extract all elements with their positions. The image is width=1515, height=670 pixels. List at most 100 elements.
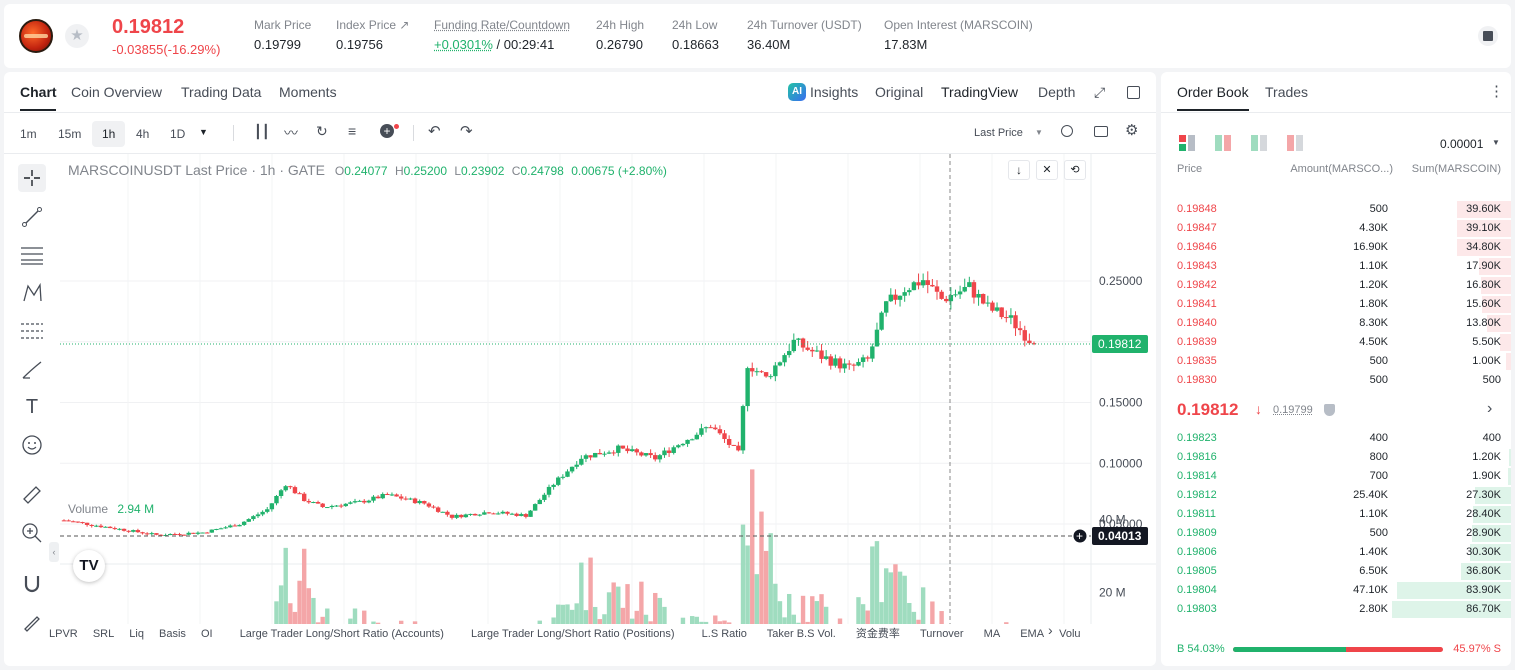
indicator-oi[interactable]: OI: [201, 628, 213, 640]
tab-coin-overview[interactable]: Coin Overview: [71, 84, 163, 100]
fib-tool-icon[interactable]: [18, 317, 46, 345]
ask-row[interactable]: 0.19842 1.20K 16.80K: [1161, 276, 1511, 295]
indicators-icon[interactable]: 〰: [284, 125, 298, 141]
ob-more-chevron-icon[interactable]: ›: [1487, 400, 1493, 417]
precision-chevron-icon[interactable]: ▼: [1492, 138, 1500, 147]
tab-trades[interactable]: Trades: [1265, 84, 1309, 100]
view-depth[interactable]: Depth: [1038, 84, 1076, 100]
ask-row[interactable]: 0.19848 500 39.60K: [1161, 200, 1511, 219]
interval-dropdown-icon[interactable]: ▼: [199, 127, 208, 137]
legend-collapse-button[interactable]: ✕: [1036, 160, 1058, 180]
bid-row[interactable]: 0.19803 2.80K 86.70K: [1161, 600, 1511, 619]
pencil-lock-tool-icon[interactable]: [18, 608, 46, 636]
indicator-ema[interactable]: EMA: [1020, 628, 1045, 640]
view-split-icon[interactable]: [1215, 135, 1231, 151]
interval-4h[interactable]: 4h: [136, 127, 150, 141]
indicator-ls-ratio[interactable]: L.S Ratio: [701, 628, 747, 640]
legend-reset-button[interactable]: ⟲: [1064, 160, 1086, 180]
ai-insights-icon[interactable]: AI: [788, 83, 806, 101]
price-type-select[interactable]: Last Price: [974, 127, 1023, 139]
view-both-icon[interactable]: [1179, 135, 1195, 151]
stat-mark-price: Mark Price 0.19799: [254, 18, 312, 52]
ask-row[interactable]: 0.19841 1.80K 15.60K: [1161, 295, 1511, 314]
candle-type-icon[interactable]: ┃┃: [254, 124, 270, 139]
indicator-turnover[interactable]: Turnover: [919, 628, 964, 640]
indicator-ls-accounts[interactable]: Large Trader Long/Short Ratio (Accounts): [239, 628, 444, 640]
indicator-lpvr[interactable]: LPVR: [49, 628, 78, 640]
bid-row[interactable]: 0.19804 47.10K 83.90K: [1161, 581, 1511, 600]
notes-icon[interactable]: [1478, 26, 1498, 46]
indicator-srl[interactable]: SRL: [92, 628, 115, 640]
indicator-liq[interactable]: Liq: [129, 628, 144, 640]
interval-1h[interactable]: 1h: [92, 121, 126, 147]
favorite-star-icon[interactable]: ★: [65, 24, 89, 48]
magnet-tool-icon[interactable]: [18, 569, 46, 597]
tab-moments[interactable]: Moments: [279, 84, 337, 100]
add-alert-icon[interactable]: +: [380, 124, 394, 138]
bid-row[interactable]: 0.19812 25.40K 27.30K: [1161, 486, 1511, 505]
precision-select[interactable]: 0.00001: [1440, 137, 1484, 151]
zoom-in-tool-icon[interactable]: [18, 519, 46, 547]
camera-icon[interactable]: [1094, 126, 1108, 137]
indicator-ls-positions[interactable]: Large Trader Long/Short Ratio (Positions…: [470, 628, 675, 640]
collapse-sidebar-icon[interactable]: ‹: [49, 542, 59, 562]
view-bids-icon[interactable]: [1251, 135, 1267, 151]
ask-row[interactable]: 0.19843 1.10K 17.90K: [1161, 257, 1511, 276]
interval-1m[interactable]: 1m: [20, 127, 37, 141]
ask-sum: 34.80K: [1466, 241, 1501, 253]
replay-icon[interactable]: ↻: [316, 123, 328, 139]
stat-index-price[interactable]: Index Price ↗ 0.19756: [336, 18, 410, 52]
indicator-taker-vol[interactable]: Taker B.S Vol.: [766, 628, 836, 640]
price-chart[interactable]: 0.250000.200000.150000.100000.050000.198…: [4, 154, 1156, 624]
text-tool-icon[interactable]: T: [25, 395, 39, 418]
candle-body: [565, 471, 570, 477]
undo-icon[interactable]: ↶: [428, 123, 441, 140]
indicator-volume[interactable]: Volu: [1059, 628, 1081, 640]
bid-row[interactable]: 0.19814 700 1.90K: [1161, 467, 1511, 486]
settings-gear-icon[interactable]: ⚙: [1125, 122, 1139, 139]
tab-order-book[interactable]: Order Book: [1177, 84, 1249, 100]
bid-row[interactable]: 0.19816 800 1.20K: [1161, 448, 1511, 467]
indicator-basis[interactable]: Basis: [159, 628, 186, 640]
trend-line-tool-icon[interactable]: [18, 203, 46, 231]
bid-row[interactable]: 0.19805 6.50K 36.80K: [1161, 562, 1511, 581]
bid-row[interactable]: 0.19806 1.40K 30.30K: [1161, 543, 1511, 562]
bid-row[interactable]: 0.19811 1.10K 28.40K: [1161, 505, 1511, 524]
pattern-tool-icon[interactable]: [18, 279, 46, 307]
ruler-tool-icon[interactable]: [18, 481, 46, 509]
price-type-chevron-icon[interactable]: ▼: [1035, 128, 1043, 137]
redo-icon[interactable]: ↷: [460, 123, 473, 140]
bid-row[interactable]: 0.19809 500 28.90K: [1161, 524, 1511, 543]
ask-row[interactable]: 0.19839 4.50K 5.50K: [1161, 333, 1511, 352]
ask-row[interactable]: 0.19835 500 1.00K: [1161, 352, 1511, 371]
bid-row[interactable]: 0.19823 400 400: [1161, 429, 1511, 448]
horizontal-lines-tool-icon[interactable]: [18, 241, 46, 269]
interval-1d[interactable]: 1D: [170, 127, 186, 141]
ask-row[interactable]: 0.19830 500 500: [1161, 371, 1511, 390]
view-asks-icon[interactable]: [1287, 135, 1303, 151]
view-tradingview[interactable]: TradingView: [941, 84, 1019, 100]
ask-row[interactable]: 0.19847 4.30K 39.10K: [1161, 219, 1511, 238]
window-icon[interactable]: [1127, 86, 1140, 99]
expand-icon[interactable]: ⤢: [1094, 84, 1106, 100]
indicator-funding-rate[interactable]: 资金费率: [855, 628, 900, 640]
indicator-ma[interactable]: MA: [983, 628, 1001, 640]
more-options-icon[interactable]: ⋮: [1489, 83, 1504, 100]
candle-body: [994, 307, 1000, 311]
crosshair-tool-icon[interactable]: [18, 164, 46, 192]
templates-icon[interactable]: ≡: [348, 123, 357, 139]
legend-down-button[interactable]: ↓: [1008, 160, 1030, 180]
interval-15m[interactable]: 15m: [58, 127, 82, 141]
candle-body: [1017, 328, 1023, 331]
view-original[interactable]: Original: [875, 84, 924, 100]
search-icon[interactable]: [1061, 125, 1073, 137]
ask-row[interactable]: 0.19840 8.30K 13.80K: [1161, 314, 1511, 333]
insights-button[interactable]: Insights: [810, 84, 859, 100]
ask-row[interactable]: 0.19846 16.90K 34.80K: [1161, 238, 1511, 257]
bid-sum: 1.90K: [1472, 470, 1501, 482]
brush-tool-icon[interactable]: [18, 355, 46, 383]
tab-trading-data[interactable]: Trading Data: [181, 84, 262, 100]
emoji-tool-icon[interactable]: [18, 431, 46, 459]
indicators-scroll-right-icon[interactable]: ›: [1048, 622, 1053, 638]
tab-chart[interactable]: Chart: [20, 84, 57, 100]
